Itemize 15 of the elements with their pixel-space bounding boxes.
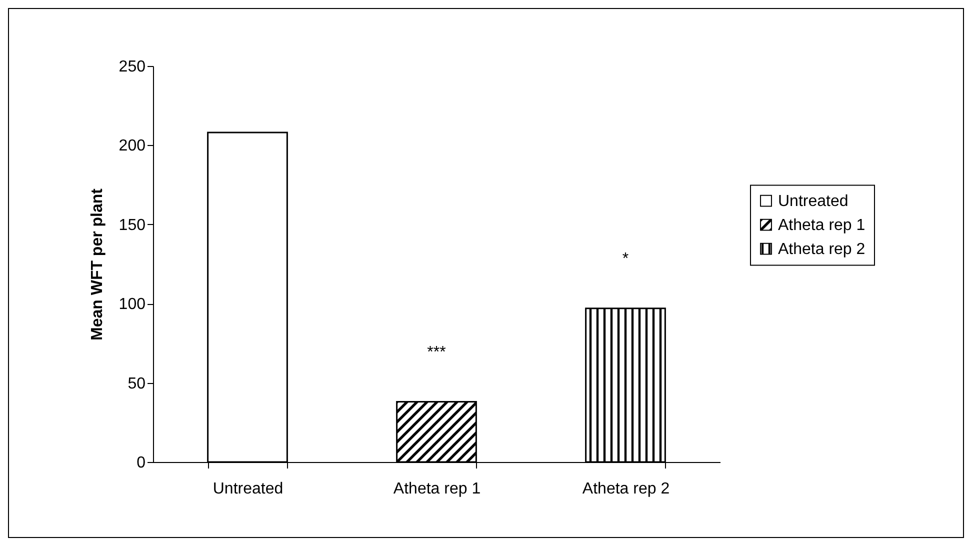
annotation: *** <box>427 344 446 361</box>
y-tick-label: 200 <box>118 138 146 155</box>
y-tick-label: 0 <box>136 454 146 472</box>
y-tick-label: 150 <box>118 216 146 234</box>
y-tick-label: 100 <box>118 296 146 314</box>
y-axis-title: Mean WFT per plant <box>88 188 106 340</box>
annotation: * <box>622 250 629 268</box>
legend-label: Atheta rep 2 <box>778 240 866 258</box>
x-tick-label: Atheta rep 1 <box>393 480 481 498</box>
x-tick-label: Untreated <box>212 480 284 498</box>
x-tick-label: Atheta rep 2 <box>582 480 670 498</box>
y-tick-label: 250 <box>118 58 146 76</box>
legend-label: Atheta rep 1 <box>778 216 866 234</box>
y-tick-label: 50 <box>128 375 146 392</box>
legend-label: Untreated <box>778 192 848 210</box>
